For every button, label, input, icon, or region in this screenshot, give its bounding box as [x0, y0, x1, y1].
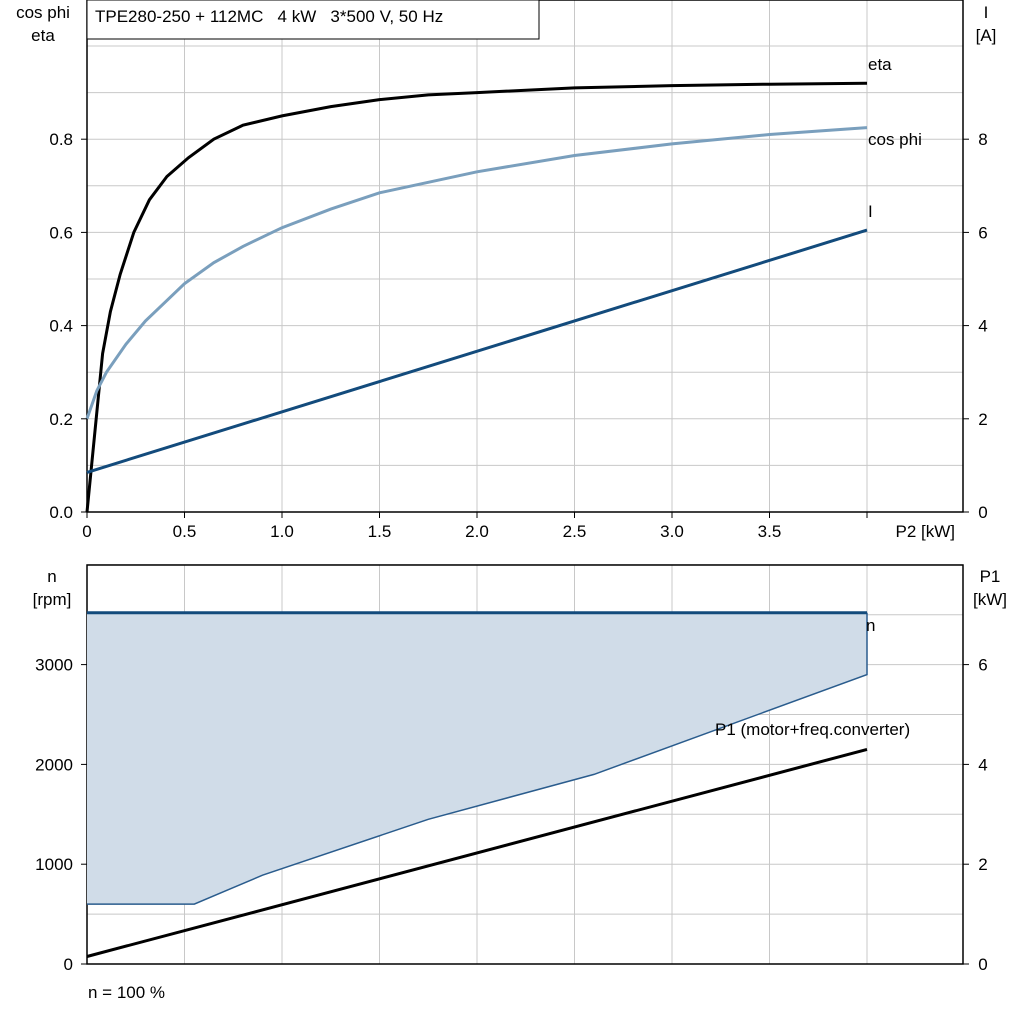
x-tick-label: 1.0: [270, 522, 294, 541]
left-tick-label: 0: [64, 955, 73, 974]
left-tick-label: 3000: [35, 656, 73, 675]
left-tick-label: 0.8: [49, 130, 73, 149]
left-tick-label: 1000: [35, 855, 73, 874]
axis-ticks: 0 0.5 1.0 1.5 2.0 2.5 3.0 3.5 0.0 0.2 0.4 0.6 0.8 0 2 4…: [35, 130, 988, 974]
right-tick-label: 2: [978, 410, 987, 429]
top-chart-grid: [87, 0, 963, 512]
current-series-label: I: [868, 202, 873, 221]
speed-series-label: n: [866, 616, 875, 635]
top-left-axis-label-line2: eta: [31, 26, 55, 45]
right-tick-label: 6: [978, 656, 987, 675]
bottom-right-axis-label-line1: P1: [980, 567, 1001, 586]
top-right-axis-label-line2: [A]: [976, 26, 997, 45]
right-tick-label: 4: [978, 317, 987, 336]
x-tick-label: 1.5: [368, 522, 392, 541]
chart-title: TPE280-250 + 112MC 4 kW 3*500 V, 50 Hz: [95, 7, 443, 26]
top-right-axis-label-line1: I: [984, 3, 989, 22]
right-tick-label: 4: [978, 755, 987, 774]
x-tick-label: 0.5: [173, 522, 197, 541]
x-tick-label: 3.5: [758, 522, 782, 541]
current-series-line: [86, 228, 868, 474]
p1-series-label: P1 (motor+freq.converter): [715, 720, 910, 739]
x-tick-label: 0: [82, 522, 91, 541]
x-tick-label: 2.0: [465, 522, 489, 541]
top-plot-frame: [86, 0, 964, 513]
left-tick-label: 2000: [35, 755, 73, 774]
cos-phi-series-line: [85, 126, 868, 420]
left-tick-label: 0.2: [49, 410, 73, 429]
eta-series-label: eta: [868, 55, 892, 74]
p1-series-line: [86, 747, 868, 958]
title-box: [86, 0, 540, 40]
right-tick-label: 2: [978, 855, 987, 874]
bottom-right-axis-label-line2: [kW]: [973, 590, 1007, 609]
x-tick-label: 3.0: [660, 522, 684, 541]
speed-range-lower-edge: [87, 612, 868, 905]
left-tick-label: 0.4: [49, 317, 73, 336]
right-tick-label: 0: [978, 955, 987, 974]
bottom-left-axis-label-line1: n: [47, 567, 56, 586]
right-tick-label: 6: [978, 223, 987, 242]
left-tick-label: 0.0: [49, 503, 73, 522]
left-tick-label: 0.6: [49, 223, 73, 242]
right-tick-label: 8: [978, 130, 987, 149]
eta-series-line: [85, 81, 868, 513]
speed-range-band: [87, 612, 867, 905]
speed-footnote: n = 100 %: [88, 983, 165, 1002]
right-tick-label: 0: [978, 503, 987, 522]
top-x-axis-label: P2 [kW]: [895, 522, 955, 541]
top-left-axis-label-line1: cos phi: [16, 3, 70, 22]
cos-phi-series-label: cos phi: [868, 130, 922, 149]
bottom-left-axis-label-line2: [rpm]: [33, 590, 72, 609]
x-tick-label: 2.5: [563, 522, 587, 541]
